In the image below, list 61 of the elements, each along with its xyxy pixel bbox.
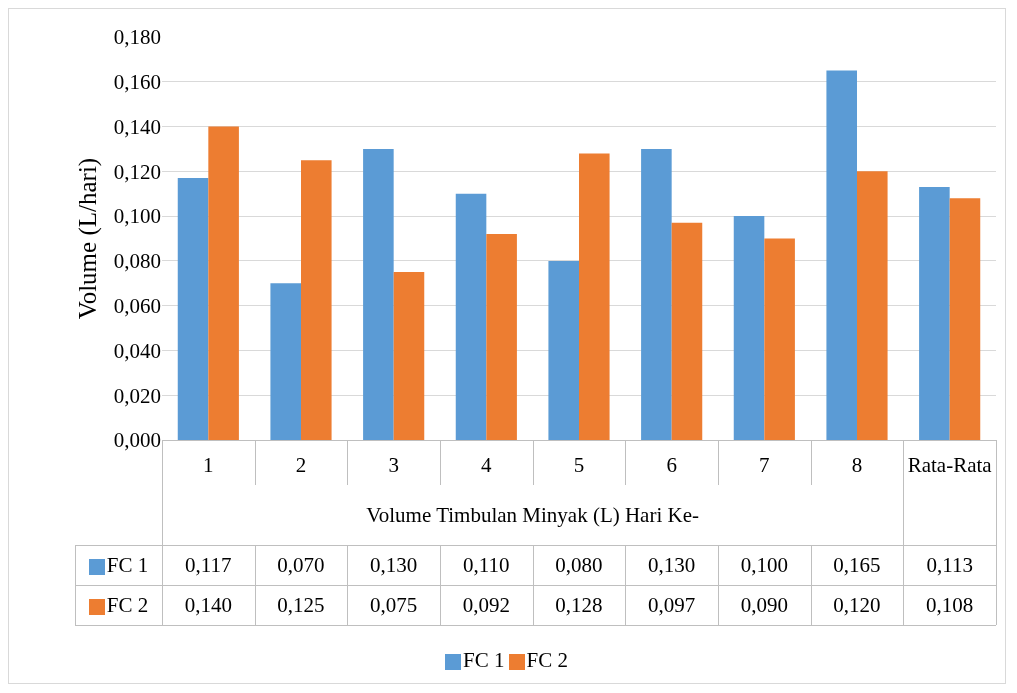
bar bbox=[301, 160, 332, 440]
bar bbox=[393, 272, 425, 440]
bar bbox=[641, 148, 672, 440]
x-axis-title: Volume Timbulan Minyak (L) Hari Ke- bbox=[365, 502, 700, 529]
x-tick-label: 8 bbox=[851, 453, 863, 478]
data-label: 0,075 bbox=[369, 592, 419, 619]
data-label: 0,140 bbox=[183, 592, 233, 619]
x-tick-label: 1 bbox=[203, 453, 214, 478]
legend-label: FC 1 bbox=[106, 553, 149, 577]
data-label: 0,120 bbox=[832, 592, 882, 619]
data-label: 0,080 bbox=[554, 552, 604, 579]
x-tick-label: 3 bbox=[388, 453, 399, 478]
y-tick-label: 0,180 bbox=[113, 25, 161, 50]
data-label: 0,117 bbox=[184, 552, 233, 579]
data-label: 0,100 bbox=[739, 552, 789, 579]
bar bbox=[455, 193, 487, 440]
bar bbox=[486, 234, 517, 440]
y-tick-label: 0,020 bbox=[113, 383, 161, 408]
y-axis-title: Volume (L/hari) bbox=[73, 157, 102, 320]
x-tick-label: 2 bbox=[295, 453, 307, 478]
bar bbox=[764, 238, 795, 440]
data-label: 0,125 bbox=[276, 592, 326, 619]
data-label: 0,165 bbox=[832, 552, 882, 579]
bar bbox=[919, 187, 950, 440]
bar bbox=[826, 70, 857, 440]
data-label: 0,070 bbox=[276, 552, 326, 579]
y-tick-label: 0,040 bbox=[113, 338, 161, 363]
bar bbox=[177, 178, 209, 440]
bar bbox=[270, 283, 301, 440]
bar bbox=[579, 153, 610, 440]
data-label: 0,108 bbox=[925, 592, 975, 619]
y-tick-label: 0,080 bbox=[113, 249, 161, 274]
bar bbox=[949, 198, 981, 440]
data-label: 0,097 bbox=[647, 592, 697, 619]
legend-label: FC 2 bbox=[106, 593, 149, 617]
data-label: 0,130 bbox=[647, 552, 697, 579]
bar bbox=[548, 260, 579, 440]
x-tick-label: 5 bbox=[573, 453, 585, 478]
bar bbox=[208, 126, 239, 440]
x-tick-label: 4 bbox=[481, 453, 493, 478]
y-tick-label: 0,100 bbox=[113, 204, 161, 229]
y-tick-label: 0,120 bbox=[113, 159, 161, 184]
x-tick-label: Rata-Rata bbox=[907, 453, 993, 478]
data-label: 0,130 bbox=[369, 552, 419, 579]
bar bbox=[857, 171, 888, 440]
data-label: 0,128 bbox=[554, 592, 604, 619]
data-label: 0,113 bbox=[925, 552, 974, 579]
data-label: 0,110 bbox=[462, 552, 511, 579]
x-tick-label: 6 bbox=[666, 453, 677, 478]
y-tick-label: 0,000 bbox=[113, 428, 161, 453]
data-label: 0,090 bbox=[739, 592, 789, 619]
y-tick-label: 0,160 bbox=[113, 70, 161, 95]
x-tick-label: 7 bbox=[759, 453, 770, 478]
bar bbox=[363, 148, 394, 440]
bar bbox=[671, 222, 703, 440]
text: FC 2 bbox=[526, 648, 568, 672]
text: FC 1 bbox=[463, 648, 505, 672]
y-tick-label: 0,060 bbox=[113, 294, 161, 319]
y-tick-label: 0,140 bbox=[113, 114, 161, 139]
data-label: 0,092 bbox=[461, 592, 511, 619]
bar bbox=[733, 216, 765, 440]
